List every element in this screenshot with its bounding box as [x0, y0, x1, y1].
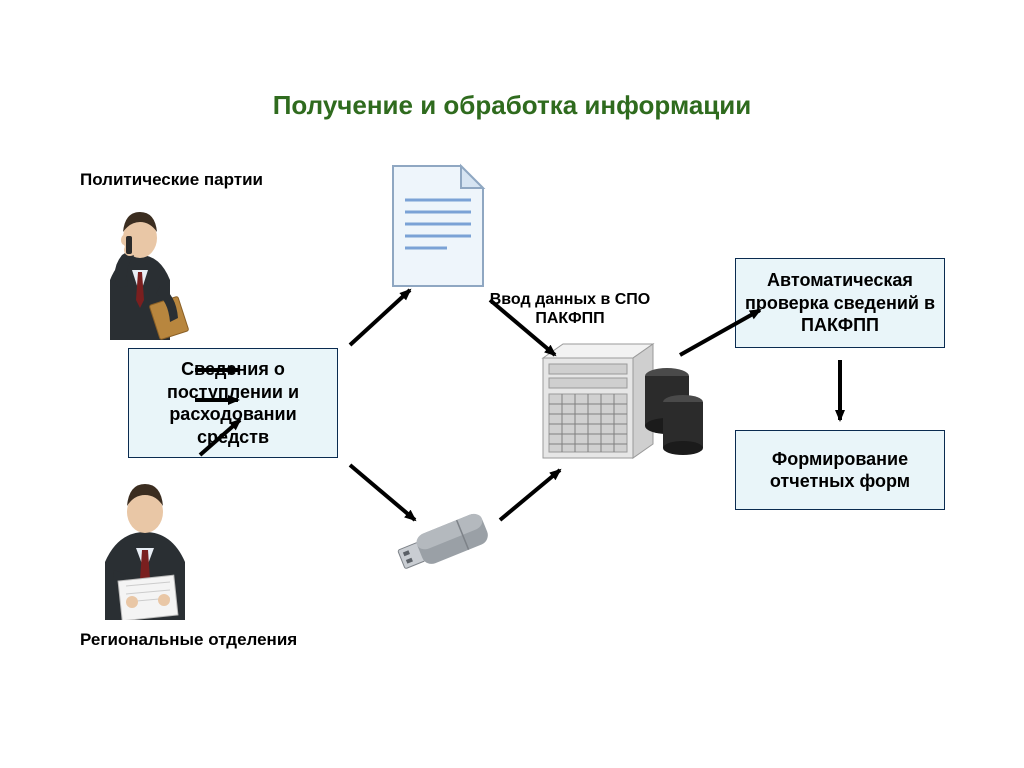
- page-title: Получение и обработка информации: [0, 90, 1024, 121]
- server-database-icon: [535, 340, 705, 480]
- box-funds-info: Сведения о поступлении и расходовании ср…: [128, 348, 338, 458]
- document-icon: [375, 158, 495, 298]
- person-reading-icon: [90, 470, 210, 620]
- label-regional-branches: Региональные отделения: [80, 630, 297, 650]
- usb-drive-icon: [390, 512, 500, 572]
- box-automatic-check: Автоматическая проверка сведений в ПАКФП…: [735, 258, 945, 348]
- box-report-forms: Формирование отчетных форм: [735, 430, 945, 510]
- label-data-input: Ввод данных в СПО ПАКФПП: [485, 290, 655, 328]
- label-political-parties: Политические партии: [80, 170, 263, 190]
- person-phone-icon: [90, 200, 190, 340]
